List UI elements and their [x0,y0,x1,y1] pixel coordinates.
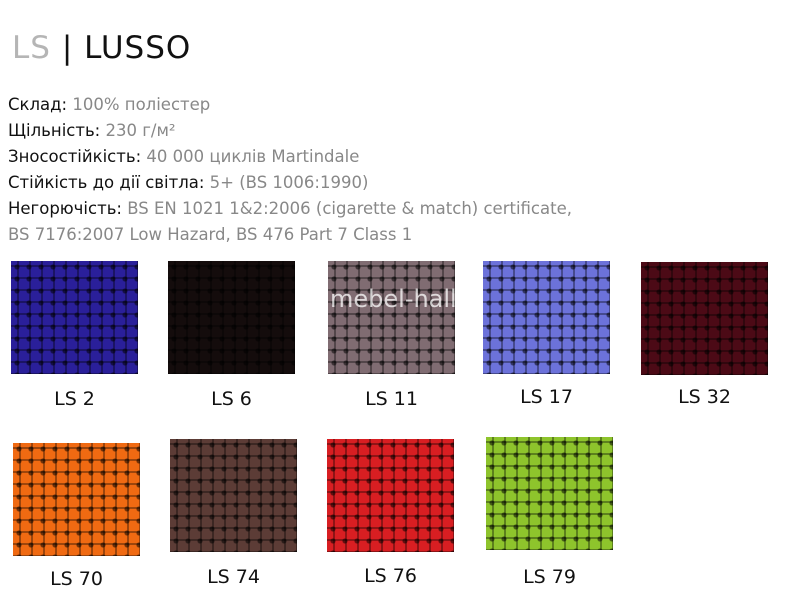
swatch-ls79[interactable] [486,437,613,550]
spec-abrasion: Зносостійкість: 40 000 циклів Martindale [8,147,360,166]
swatch-label: LS 70 [50,568,103,590]
page-title: LS | LUSSO [12,30,191,66]
fabric-texture [170,439,297,552]
spec-flammability-cont: BS 7176:2007 Low Hazard, BS 476 Part 7 C… [8,225,413,244]
fabric-texture [328,261,455,374]
swatch-ls2[interactable] [11,261,138,374]
title-separator: | [61,30,74,66]
fabric-texture [483,261,610,374]
fabric-texture [641,262,768,375]
swatch-label: LS 6 [211,388,252,410]
swatch-ls11[interactable] [328,261,455,374]
swatch-label: LS 79 [523,566,576,588]
swatch-label: LS 76 [364,565,417,587]
swatch-label: LS 17 [520,386,573,408]
swatch-label: LS 74 [207,566,260,588]
swatch-ls76[interactable] [327,439,454,552]
collection-code: LS [12,30,51,66]
swatch-label: LS 32 [678,386,731,408]
swatch-label: LS 11 [365,388,418,410]
fabric-texture [486,437,613,550]
watermark: mebel-hall [330,285,457,313]
fabric-texture [13,443,140,556]
specifications: Склад: 100% поліестер Щільність: 230 г/м… [8,92,572,248]
spec-lightfastness: Стійкість до дії світла: 5+ (BS 1006:199… [8,173,369,192]
swatch-ls32[interactable] [641,262,768,375]
fabric-texture [327,439,454,552]
fabric-texture [168,261,295,374]
spec-flammability: Негорючість: BS EN 1021 1&2:2006 (cigare… [8,199,572,218]
collection-name: LUSSO [84,30,192,66]
spec-composition: Склад: 100% поліестер [8,95,211,114]
swatch-ls17[interactable] [483,261,610,374]
swatch-ls74[interactable] [170,439,297,552]
fabric-texture [11,261,138,374]
swatch-ls70[interactable] [13,443,140,556]
swatch-ls6[interactable] [168,261,295,374]
swatch-label: LS 2 [54,388,95,410]
spec-density: Щільність: 230 г/м² [8,121,176,140]
